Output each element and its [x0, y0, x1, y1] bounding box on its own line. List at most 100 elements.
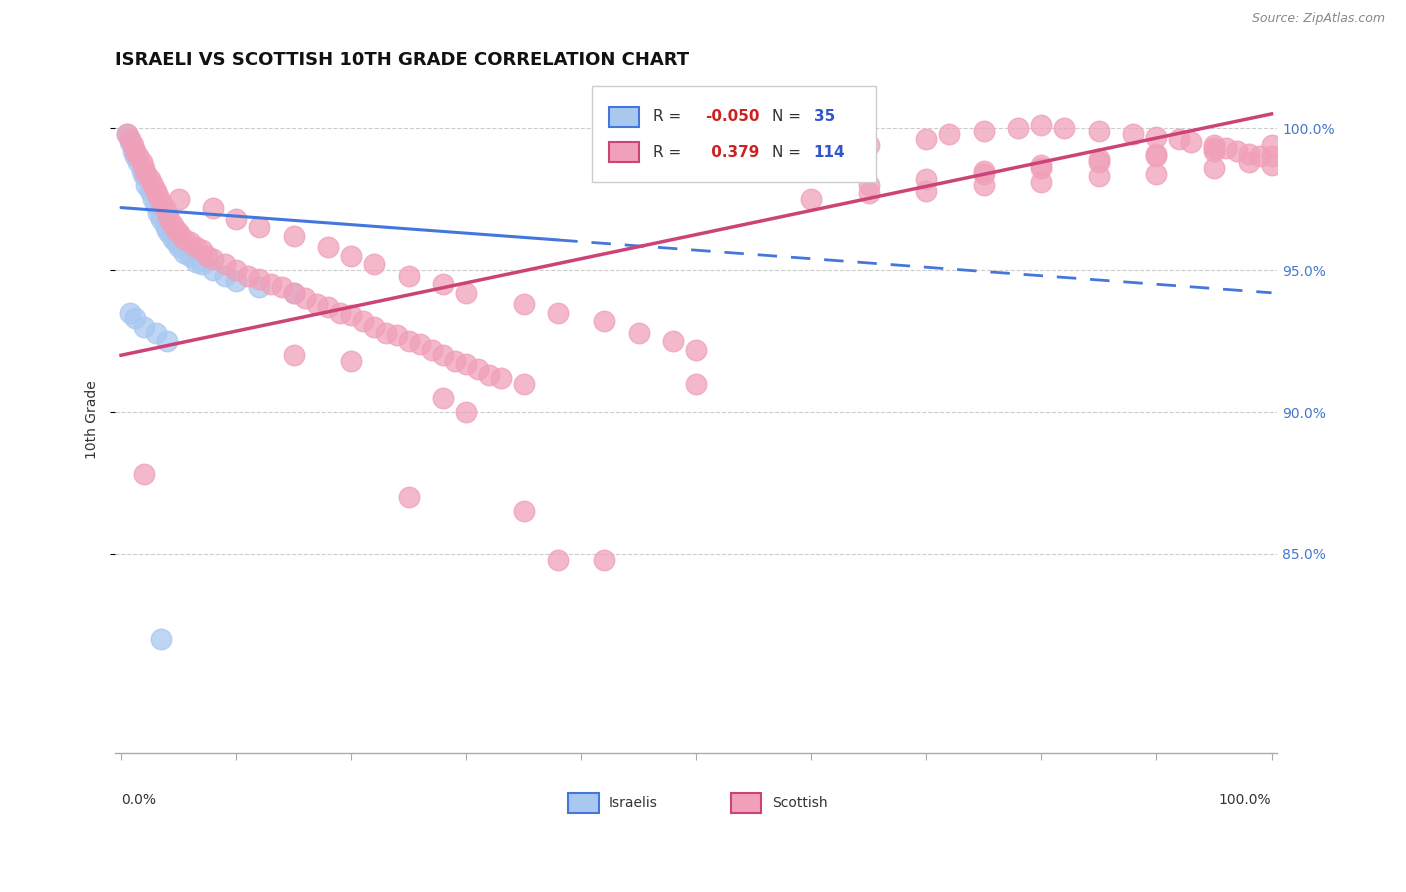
Point: [247, 271, 270, 285]
Point: [385, 328, 408, 343]
Point: [547, 552, 569, 566]
Point: [1031, 118, 1053, 132]
Point: [547, 888, 569, 892]
Text: -0.050: -0.050: [706, 110, 761, 124]
Point: [1146, 167, 1168, 181]
Point: [283, 285, 305, 300]
Point: [432, 277, 454, 292]
Point: [1260, 158, 1282, 172]
Point: [858, 186, 880, 201]
Point: [173, 246, 195, 260]
Point: [156, 223, 179, 237]
Point: [271, 280, 294, 294]
Point: [145, 198, 167, 212]
Text: Scottish: Scottish: [772, 796, 827, 810]
FancyBboxPatch shape: [568, 793, 599, 813]
Point: [973, 167, 995, 181]
Point: [456, 405, 478, 419]
Point: [432, 348, 454, 362]
Point: [179, 235, 201, 249]
Text: R =: R =: [654, 145, 686, 160]
Point: [1168, 132, 1191, 146]
Point: [547, 306, 569, 320]
Point: [131, 155, 153, 169]
Point: [146, 206, 169, 220]
Point: [142, 178, 165, 192]
Point: [156, 334, 179, 348]
Point: [283, 229, 305, 244]
Point: [1031, 158, 1053, 172]
Point: [1088, 155, 1111, 169]
Point: [127, 155, 149, 169]
Y-axis label: 10th Grade: 10th Grade: [86, 380, 100, 458]
FancyBboxPatch shape: [609, 142, 640, 162]
Point: [1053, 121, 1076, 136]
Point: [1237, 146, 1260, 161]
Point: [973, 178, 995, 192]
Point: [1202, 144, 1225, 158]
Point: [153, 201, 176, 215]
Point: [858, 138, 880, 153]
Text: N =: N =: [772, 110, 806, 124]
Point: [329, 306, 352, 320]
Point: [685, 343, 707, 357]
Point: [1088, 153, 1111, 167]
Point: [145, 326, 167, 340]
Point: [202, 263, 225, 277]
Point: [478, 368, 501, 383]
Point: [316, 300, 339, 314]
Text: 0.379: 0.379: [706, 145, 759, 160]
Point: [124, 144, 146, 158]
FancyBboxPatch shape: [731, 793, 761, 813]
Point: [1088, 124, 1111, 138]
Point: [195, 249, 218, 263]
Point: [685, 376, 707, 391]
Point: [512, 297, 534, 311]
Point: [153, 218, 176, 232]
Point: [173, 232, 195, 246]
Point: [915, 132, 938, 146]
Point: [1260, 149, 1282, 163]
Point: [1202, 141, 1225, 155]
Point: [142, 192, 165, 206]
Point: [340, 309, 363, 323]
Point: [236, 268, 259, 283]
Point: [121, 144, 143, 158]
Point: [214, 268, 236, 283]
Point: [1249, 149, 1271, 163]
Point: [1122, 127, 1144, 141]
Point: [132, 319, 155, 334]
Point: [202, 252, 225, 266]
Point: [409, 337, 432, 351]
Point: [146, 189, 169, 203]
Point: [150, 632, 173, 647]
Point: [121, 138, 143, 153]
Point: [184, 240, 207, 254]
Point: [489, 371, 512, 385]
Point: [1146, 149, 1168, 163]
Point: [1031, 175, 1053, 189]
Point: [352, 314, 374, 328]
Point: [150, 211, 173, 226]
Point: [398, 268, 420, 283]
Point: [150, 194, 173, 209]
Point: [593, 314, 616, 328]
Point: [973, 163, 995, 178]
Point: [398, 334, 420, 348]
Point: [283, 285, 305, 300]
Point: [1146, 146, 1168, 161]
Point: [1180, 136, 1202, 150]
Point: [512, 376, 534, 391]
Point: [124, 311, 146, 326]
Text: R =: R =: [654, 110, 686, 124]
Text: 35: 35: [814, 110, 835, 124]
Point: [915, 184, 938, 198]
Point: [294, 292, 316, 306]
Point: [225, 274, 247, 288]
Text: ISRAELI VS SCOTTISH 10TH GRADE CORRELATION CHART: ISRAELI VS SCOTTISH 10TH GRADE CORRELATI…: [115, 51, 689, 69]
Point: [131, 163, 153, 178]
Point: [1088, 169, 1111, 184]
Point: [167, 192, 190, 206]
Point: [340, 249, 363, 263]
Point: [115, 127, 138, 141]
